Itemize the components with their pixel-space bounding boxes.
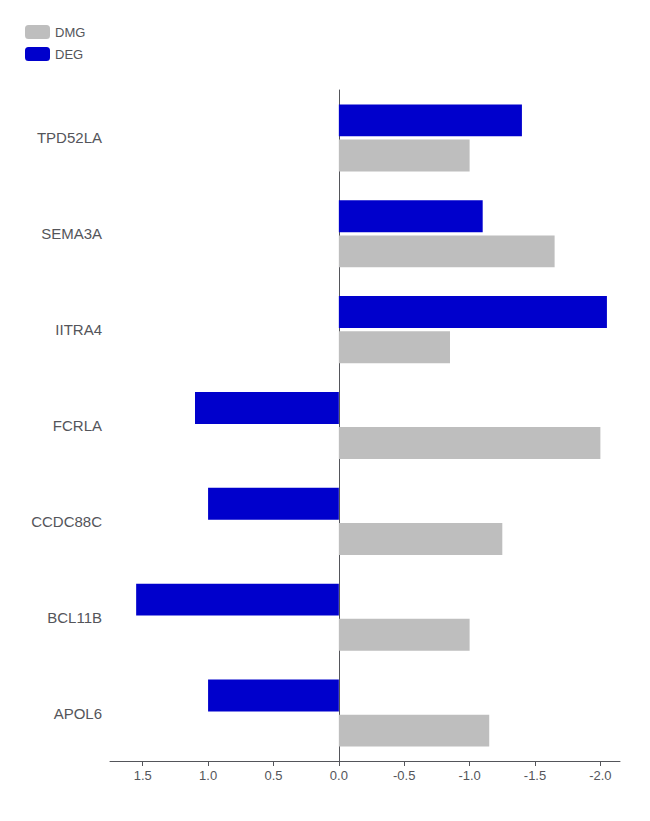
svg-text:-1.0: -1.0 xyxy=(458,768,480,783)
svg-text:CCDC88C: CCDC88C xyxy=(31,513,102,530)
svg-text:-0.5: -0.5 xyxy=(393,768,415,783)
svg-text:1.0: 1.0 xyxy=(199,768,217,783)
svg-text:-1.5: -1.5 xyxy=(524,768,546,783)
svg-text:0.0: 0.0 xyxy=(330,768,348,783)
svg-text:0.5: 0.5 xyxy=(264,768,282,783)
svg-text:BCL11B: BCL11B xyxy=(47,609,102,626)
svg-text:1.5: 1.5 xyxy=(134,768,152,783)
svg-text:TPD52LA: TPD52LA xyxy=(37,129,102,146)
svg-text:DMG: DMG xyxy=(55,25,85,40)
svg-text:-2.0: -2.0 xyxy=(589,768,611,783)
svg-text:IITRA4: IITRA4 xyxy=(55,321,102,338)
svg-text:SEMA3A: SEMA3A xyxy=(41,225,102,242)
svg-text:FCRLA: FCRLA xyxy=(53,417,102,434)
svg-text:DEG: DEG xyxy=(55,47,83,62)
svg-text:APOL6: APOL6 xyxy=(54,705,102,722)
